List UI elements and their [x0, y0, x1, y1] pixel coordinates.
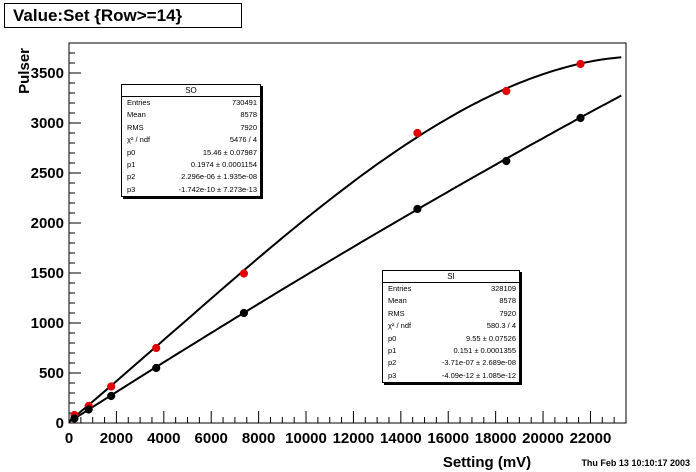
stats-row: RMS 7920	[127, 122, 257, 132]
data-point-si	[84, 405, 93, 414]
data-point-so	[502, 86, 511, 96]
x-tick-label: 12000	[333, 430, 375, 447]
y-tick-label: 2500	[31, 165, 64, 182]
timestamp: Thu Feb 13 10:10:17 2003	[581, 458, 690, 468]
data-point-so	[152, 343, 161, 353]
y-tick-label: 3000	[31, 115, 64, 132]
data-point-si	[107, 391, 116, 401]
stats-row: p3 -1.742e-10 ± 7.273e-13	[127, 184, 257, 194]
stats-row: p1 0.151 ± 0.0001355	[388, 345, 516, 355]
stats-row: p0 9.55 ± 0.07526	[388, 333, 516, 343]
fit-curve-si	[68, 94, 622, 423]
y-tick-label: 2000	[31, 215, 64, 232]
data-points	[70, 59, 585, 423]
stats-row: p1 0.1974 ± 0.0001154	[127, 159, 257, 169]
chart-title: Value:Set {Row>=14}	[4, 3, 242, 28]
stats-row: Mean 8578	[127, 110, 257, 120]
stats-box-so: SO Entries 730491 Mean 8578 RMS 7920 χ² / n…	[121, 84, 261, 197]
y-tick-label: 1000	[31, 315, 64, 332]
y-tick-label: 500	[39, 365, 64, 382]
x-tick-label: 10000	[285, 430, 327, 447]
x-tick-label: 8000	[242, 430, 275, 447]
stats-row: χ² / ndf 580.3 / 4	[388, 321, 516, 331]
stats-box-title: SO	[122, 85, 260, 97]
stats-row: p0 15.46 ± 0.07987	[127, 147, 257, 157]
x-axis-label: Setting (mV)	[443, 454, 531, 471]
x-tick-label: 4000	[147, 430, 180, 447]
y-tick-label: 0	[56, 415, 64, 432]
stats-row: p3 -4.09e-12 ± 1.085e-12	[388, 370, 516, 380]
stats-row: p2 2.296e-06 ± 1.935e-08	[127, 172, 257, 182]
x-tick-label: 18000	[475, 430, 517, 447]
data-point-si	[70, 414, 79, 423]
y-tick-label: 3500	[31, 65, 64, 82]
x-tick-label: 6000	[195, 430, 228, 447]
y-tick-label: 1500	[31, 265, 64, 282]
stats-row: χ² / ndf 5476 / 4	[127, 135, 257, 145]
x-tick-label: 22000	[570, 430, 612, 447]
data-point-si	[502, 156, 511, 166]
data-point-so	[576, 59, 585, 69]
data-point-si	[239, 308, 249, 318]
stats-row: RMS 7920	[388, 308, 516, 318]
data-point-si	[413, 204, 422, 214]
y-axis: 0 500 1000 1500 2000 2500 3000 3500	[31, 42, 81, 432]
data-point-so	[107, 382, 116, 391]
y-axis-label: Pulser	[16, 48, 33, 94]
stats-box-title: SI	[383, 271, 519, 283]
stats-row: Mean 8578	[388, 296, 516, 306]
stats-box-si: SI Entries 328109 Mean 8578 RMS 7920 χ² / n…	[382, 270, 520, 383]
data-point-si	[576, 113, 585, 123]
data-point-so	[413, 128, 422, 138]
x-tick-label: 2000	[100, 430, 133, 447]
data-point-so	[239, 269, 249, 278]
x-tick-label: 16000	[427, 430, 469, 447]
x-tick-label: 0	[65, 430, 73, 447]
x-tick-label: 20000	[522, 430, 564, 447]
x-tick-label: 14000	[380, 430, 422, 447]
fit-curve-so	[68, 56, 622, 423]
stats-row: p2 -3.71e-07 ± 2.689e-08	[388, 358, 516, 368]
x-axis: 0 2000 4000 6000 8000 10000 12000 14000 16000 180…	[65, 411, 627, 447]
stats-row: Entries 730491	[127, 98, 257, 107]
stats-row: Entries 328109	[388, 284, 516, 293]
data-point-si	[152, 363, 161, 373]
fit-curves	[68, 56, 622, 423]
